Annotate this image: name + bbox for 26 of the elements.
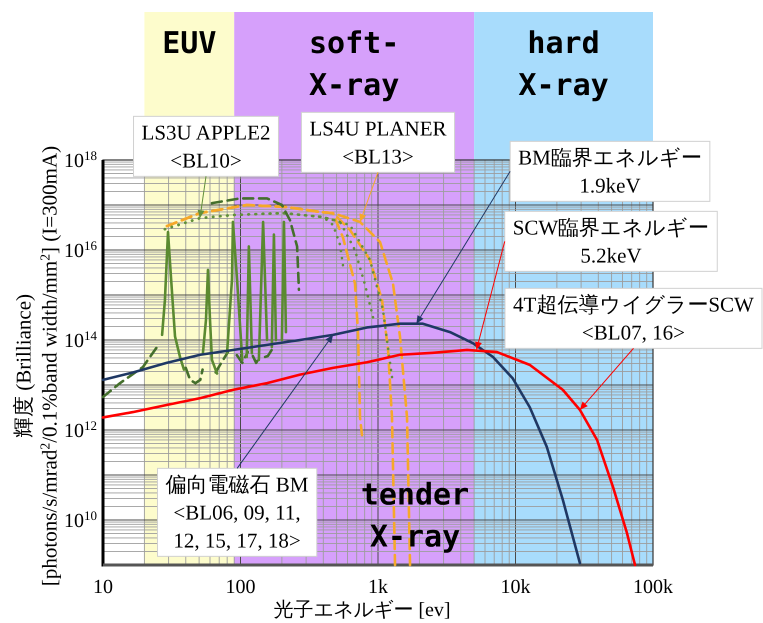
callout: BM臨界エネルギー 1.9keV [510, 140, 710, 202]
band-label: soft- X-ray [309, 26, 400, 103]
band-label: hard X-ray [518, 26, 609, 103]
callout: 4T超伝導ウイグラーSCW <BL07, 16> [504, 288, 762, 349]
x-tick-label: 100 [226, 576, 256, 598]
annotation: 偏向電磁石 BM <BL06, 09, 11, 12, 15, 17, 18> [166, 472, 309, 552]
x-tick-label: 10 [93, 576, 113, 598]
annotation: SCW臨界エネルギー 5.2keV [512, 215, 710, 268]
annotation: LS4U PLANER <BL13> [309, 116, 447, 168]
x-tick-label: 1k [368, 576, 388, 598]
annotation: 4T超伝導ウイグラーSCW <BL07, 16> [512, 292, 754, 344]
y-tick-label: 10$^{18}$ [64, 148, 97, 172]
y-tick-label: 10$^{10}$ [64, 508, 97, 532]
y-tick-label: 10$^{14}$ [64, 328, 98, 352]
x-tick-label: 100k [633, 576, 673, 598]
x-axis-title: 光子エネルギー [ev] [273, 599, 451, 621]
callout: 偏向電磁石 BM <BL06, 09, 11, 12, 15, 17, 18> [157, 468, 318, 557]
annotation: BM臨界エネルギー 1.9keV [518, 145, 702, 198]
band-label: EUV [162, 26, 216, 61]
y-tick-label: 10$^{16}$ [64, 238, 98, 262]
callout: LS3U APPLE2 <BL10> [133, 116, 279, 177]
annotation: LS3U APPLE2 <BL10> [142, 120, 270, 172]
x-tick-label: 10k [500, 576, 530, 598]
callout: SCW臨界エネルギー 5.2keV [504, 210, 718, 272]
y-tick-label: 10$^{12}$ [64, 418, 97, 442]
callout: LS4U PLANER <BL13> [300, 112, 456, 173]
